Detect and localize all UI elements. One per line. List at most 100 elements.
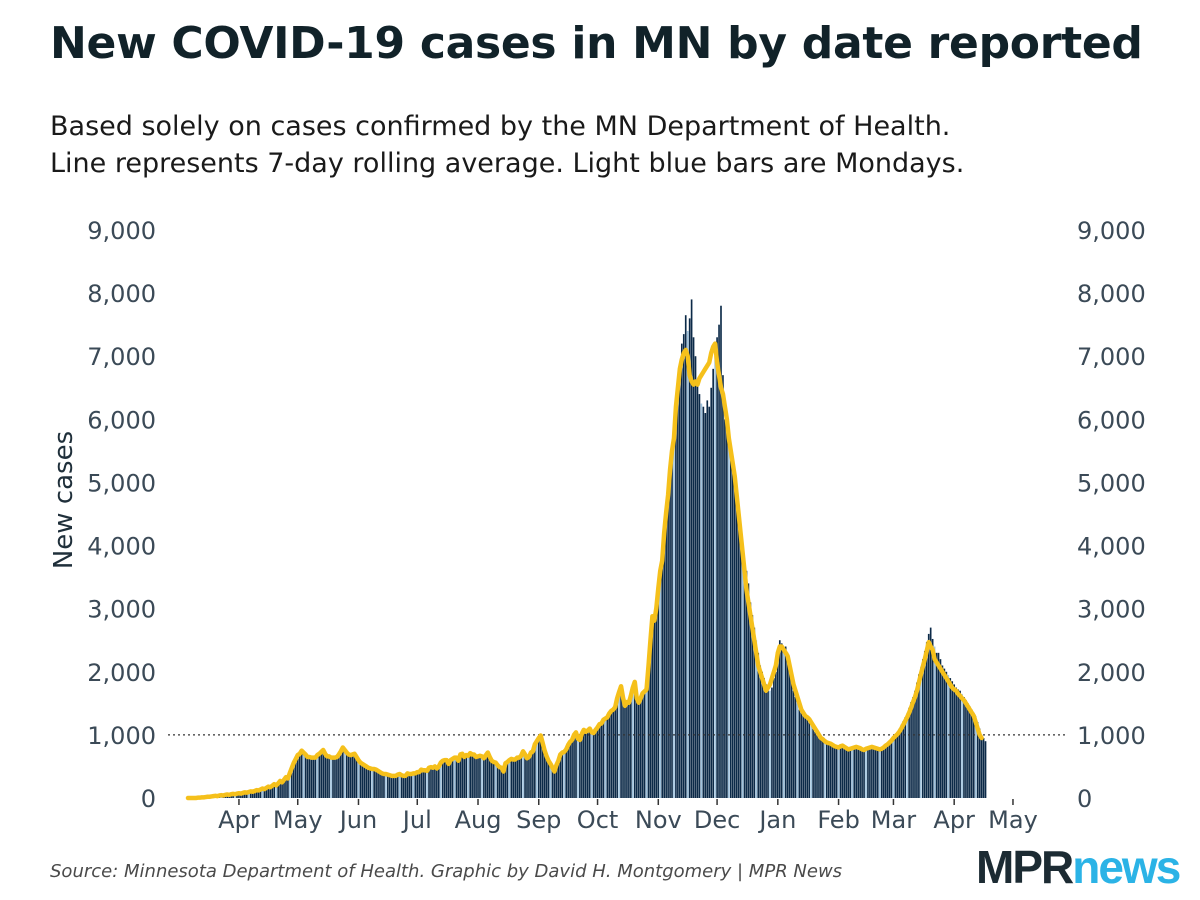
bar: [633, 681, 636, 798]
bar: [908, 707, 910, 798]
bar-monday: [494, 762, 497, 798]
bar: [869, 746, 871, 798]
bar: [571, 739, 573, 798]
bar: [743, 558, 746, 798]
bar-monday: [247, 792, 250, 798]
bar: [600, 723, 603, 798]
bar: [490, 760, 493, 798]
bar: [888, 740, 891, 798]
bar: [833, 746, 836, 798]
x-tick-label: Feb: [817, 806, 860, 834]
y-tick-label-left: 8,000: [87, 280, 156, 308]
bar: [336, 756, 338, 798]
bar: [473, 754, 475, 798]
bar-monday: [289, 772, 291, 798]
bar: [432, 767, 434, 798]
bar-monday: [467, 755, 470, 798]
bar: [882, 745, 885, 798]
bar: [416, 772, 419, 798]
bar: [238, 793, 240, 798]
bar: [322, 750, 325, 798]
bar: [255, 790, 258, 798]
bar: [698, 394, 701, 798]
y-tick-label-left: 7,000: [87, 343, 156, 371]
bar: [424, 770, 426, 798]
bar: [341, 747, 344, 798]
bar: [422, 770, 424, 798]
y-tick-label-right: 9,000: [1077, 217, 1146, 245]
bar: [514, 759, 517, 798]
bar: [729, 457, 732, 798]
bar: [387, 774, 389, 798]
bar: [894, 734, 897, 798]
bar: [880, 747, 883, 798]
bar: [369, 768, 372, 798]
bar: [414, 773, 417, 798]
bar: [941, 665, 944, 798]
x-tick-label: Mar: [871, 806, 916, 834]
bar: [969, 706, 971, 798]
bar: [459, 754, 462, 798]
bar: [626, 702, 628, 798]
bar: [890, 738, 893, 798]
bar: [455, 757, 458, 798]
bar: [296, 755, 299, 798]
bar: [242, 792, 244, 798]
bar: [504, 763, 507, 798]
chart-title: New COVID-19 cases in MN by date reporte…: [50, 18, 1143, 69]
bar-monday: [920, 666, 922, 798]
bar: [537, 738, 540, 798]
bar: [635, 698, 638, 798]
bar: [900, 724, 903, 798]
y-tick-label-right: 1,000: [1077, 722, 1146, 750]
bar: [679, 368, 681, 798]
bar: [469, 753, 471, 798]
bar: [545, 756, 548, 798]
bar: [441, 760, 444, 798]
bar: [898, 728, 901, 798]
bar: [965, 700, 967, 798]
bar: [300, 750, 303, 798]
bar: [620, 686, 622, 798]
bar: [610, 710, 613, 798]
bar-monday: [275, 785, 278, 798]
bar: [765, 684, 767, 798]
bar: [520, 755, 522, 798]
bar-monday: [535, 741, 538, 798]
bar-monday: [590, 732, 593, 798]
bar: [718, 324, 720, 798]
bar-monday: [645, 689, 648, 798]
bar: [800, 712, 803, 798]
bar: [912, 697, 914, 798]
bar: [465, 755, 468, 798]
bar: [773, 678, 775, 798]
bar: [594, 729, 597, 798]
right-axis-labels: 0 1,000 2,000 3,000 4,000 5,000 6,000 7,000 8,00…: [1077, 217, 1146, 813]
bar-monday: [892, 736, 895, 798]
bar: [402, 775, 405, 798]
bar: [377, 770, 379, 798]
bar: [763, 678, 765, 798]
bar: [696, 381, 699, 798]
x-tick-label: Aug: [455, 806, 502, 834]
bar-monday: [549, 763, 552, 798]
bar: [825, 743, 828, 798]
bar-monday: [357, 760, 360, 798]
bar-monday: [508, 760, 511, 798]
bar: [304, 754, 307, 798]
bar-monday: [961, 693, 963, 798]
bar-monday: [673, 438, 675, 798]
bar: [722, 375, 724, 798]
bar: [963, 697, 965, 798]
y-tick-label-left: 6,000: [87, 406, 156, 434]
bar: [804, 715, 807, 798]
bar: [922, 659, 924, 798]
bar: [475, 756, 477, 798]
bar: [818, 738, 820, 798]
bar: [406, 773, 409, 798]
bar-monday: [522, 751, 524, 798]
bar-monday: [618, 691, 620, 798]
x-tick-label: May: [988, 806, 1038, 834]
bar: [980, 734, 983, 798]
y-tick-label-left: 3,000: [87, 596, 156, 624]
